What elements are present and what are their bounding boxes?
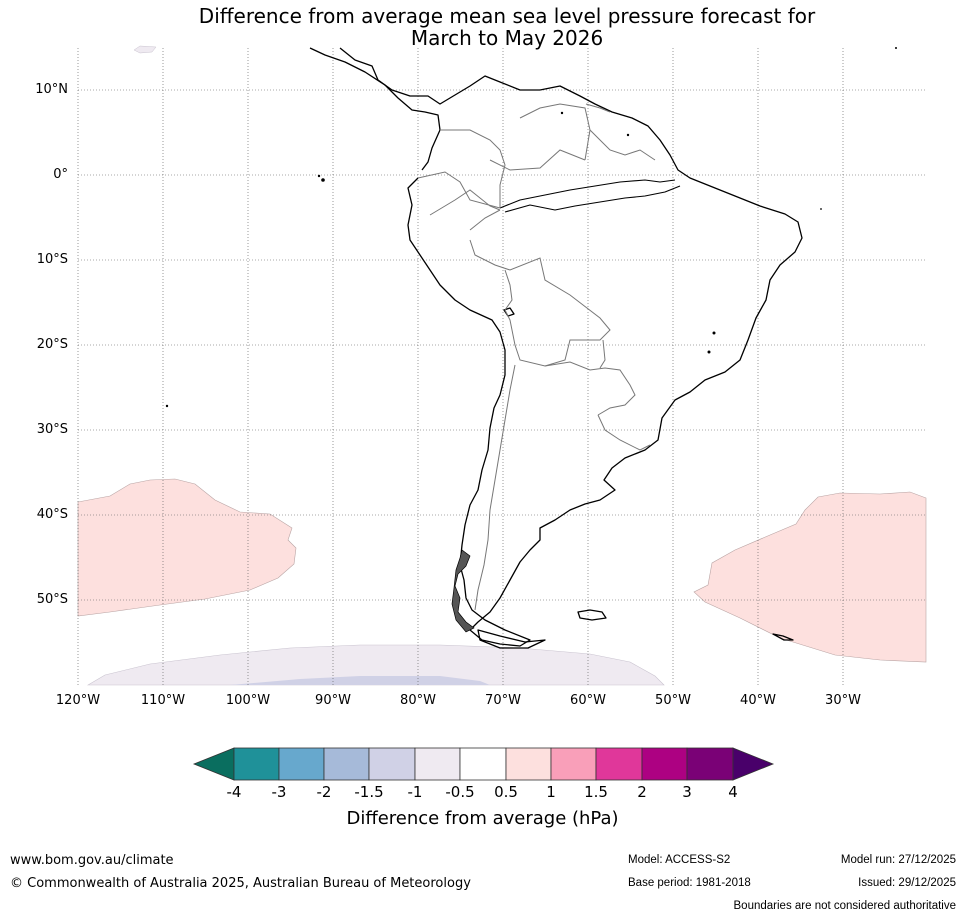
south-america-coast xyxy=(407,85,803,647)
colorbar-tick-label: -1 xyxy=(407,783,423,801)
title-line-2: March to May 2026 xyxy=(410,26,604,50)
colorbar-arrow-right xyxy=(732,747,775,781)
national-boundaries xyxy=(417,103,656,611)
lon-label-120w: 120°W xyxy=(55,693,101,708)
amazon-river-south-bank xyxy=(504,185,681,213)
colorbar-segment xyxy=(641,747,688,781)
colorbar-segment xyxy=(505,747,552,781)
lon-label-90w: 90°W xyxy=(315,693,351,708)
anomaly-fills xyxy=(77,45,927,686)
model-name: Model: ACCESS-S2 xyxy=(628,854,731,866)
colorbar-segment xyxy=(278,747,325,781)
lon-label-100w: 100°W xyxy=(225,693,271,708)
anomaly-region-east-positive xyxy=(693,491,927,663)
central-america-coast xyxy=(309,47,441,171)
amazon-river xyxy=(499,179,676,209)
south-georgia xyxy=(772,633,794,641)
lon-label-110w: 110°W xyxy=(140,693,186,708)
islands xyxy=(165,47,897,408)
map-title: Difference from average mean sea level p… xyxy=(0,5,965,49)
graticule xyxy=(77,48,926,685)
colorbar-tick-label: 0.5 xyxy=(494,783,518,801)
colorbar-segment xyxy=(550,747,597,781)
colorbar-tick-label: 2 xyxy=(637,783,647,801)
lon-label-60w: 60°W xyxy=(570,693,606,708)
anomaly-region-south-light-negative xyxy=(86,644,665,686)
colorbar-segment xyxy=(686,747,734,781)
lat-label-40s: 40°S xyxy=(36,507,68,522)
colorbar-segment xyxy=(323,747,370,781)
lat-label-30s: 30°S xyxy=(36,422,68,437)
colorbar-tick-label: 1 xyxy=(546,783,556,801)
colorbar-tick-label: -0.5 xyxy=(445,783,475,801)
tierra-del-fuego xyxy=(477,629,546,649)
colorbar-tick-label: 4 xyxy=(728,783,738,801)
chilean-fjords xyxy=(451,549,475,633)
title-line-1: Difference from average mean sea level p… xyxy=(198,4,816,28)
colorbar-tick-label: -2 xyxy=(316,783,332,801)
lat-label-20s: 20°S xyxy=(36,337,68,352)
colorbar-tick-label: 1.5 xyxy=(584,783,608,801)
central-america-caribbean-coast xyxy=(339,47,540,105)
colorbar-arrow-left xyxy=(192,747,235,781)
anomaly-region-south-negative xyxy=(230,676,490,685)
anomaly-blob-north xyxy=(133,45,157,54)
colorbar-segment xyxy=(414,747,461,781)
colorbar-segment xyxy=(233,747,280,781)
colorbar-segment xyxy=(459,747,507,781)
lon-label-40w: 40°W xyxy=(740,693,776,708)
colorbar-tick-label: -4 xyxy=(226,783,242,801)
lon-label-80w: 80°W xyxy=(400,693,436,708)
lat-label-0: 0° xyxy=(53,167,68,182)
boundaries-disclaimer: Boundaries are not considered authoritat… xyxy=(733,900,956,912)
coastlines xyxy=(309,47,803,649)
lon-label-30w: 30°W xyxy=(825,693,861,708)
colorbar-tick-label: -1.5 xyxy=(354,783,384,801)
colorbar-title: Difference from average (hPa) xyxy=(346,808,619,829)
colorbar-segment xyxy=(368,747,416,781)
lon-label-70w: 70°W xyxy=(485,693,521,708)
lat-label-10n: 10°N xyxy=(35,82,68,97)
anomaly-region-west-positive xyxy=(77,478,297,617)
colorbar xyxy=(192,747,775,781)
base-period: Base period: 1981-2018 xyxy=(628,877,751,889)
lat-label-10s: 10°S xyxy=(36,252,68,267)
colorbar-tick-label: 3 xyxy=(682,783,692,801)
colorbar-segment xyxy=(595,747,643,781)
lat-label-50s: 50°S xyxy=(36,592,68,607)
issued-date: Issued: 29/12/2025 xyxy=(858,877,956,889)
lon-label-50w: 50°W xyxy=(655,693,691,708)
colorbar-tick-label: -3 xyxy=(271,783,287,801)
copyright-text: © Commonwealth of Australia 2025, Austra… xyxy=(10,876,471,891)
falkland-islands xyxy=(577,609,607,621)
model-run-date: Model run: 27/12/2025 xyxy=(840,854,956,866)
website-link[interactable]: www.bom.gov.au/climate xyxy=(10,853,174,868)
